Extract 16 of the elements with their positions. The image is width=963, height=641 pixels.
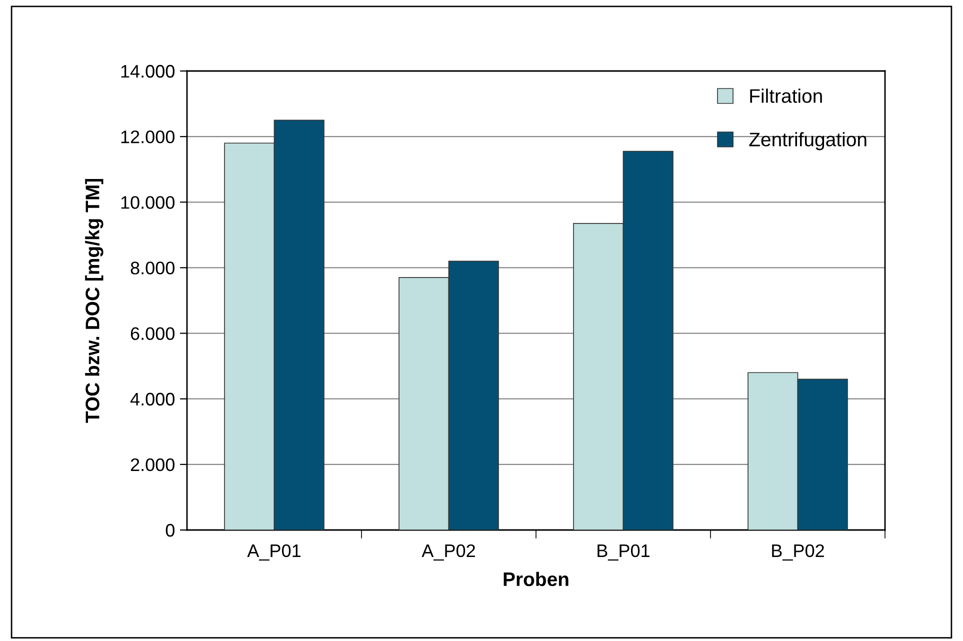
x-tick-label: A_P01: [247, 544, 300, 561]
y-tick-label: 6.000: [130, 327, 174, 340]
x-axis-title: Proben: [504, 572, 568, 586]
y-tick-label: 10.000: [121, 196, 174, 209]
y-tick-label: 8.000: [130, 262, 174, 274]
y-axis-title: TOC bzw. DOC [mg/kg TM]: [85, 178, 104, 423]
legend-label: Zentrifugation: [749, 132, 866, 150]
x-tick-label: B_P01: [598, 544, 650, 561]
x-tick-label: B_P02: [772, 544, 824, 561]
y-tick-label: 0: [166, 524, 174, 537]
legend-label: Filtration: [750, 88, 822, 103]
y-tick-label: 14.000: [121, 64, 174, 78]
y-tick-label: 4.000: [130, 392, 174, 406]
y-tick-label: 12.000: [121, 130, 174, 144]
x-tick-label: A_P02: [422, 544, 475, 561]
y-tick-label: 2.000: [130, 458, 174, 472]
